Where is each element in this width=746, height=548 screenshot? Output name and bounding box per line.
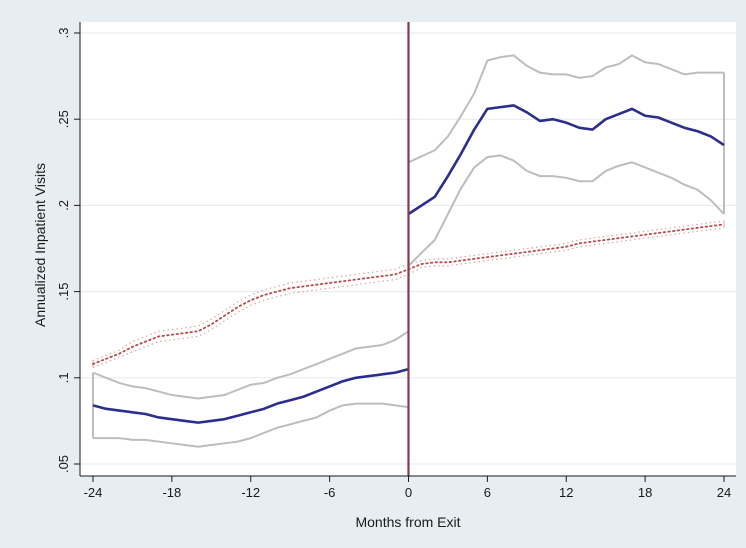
ci-low-line-0-post <box>407 154 725 267</box>
x-tick-label-0: -24 <box>84 485 103 500</box>
y-tick-label-3: .2 <box>56 200 71 211</box>
x-tick-label-1: -18 <box>162 485 181 500</box>
x-axis-title: Months from Exit <box>355 514 460 530</box>
x-tick-label-4: 0 <box>405 485 412 500</box>
series-line-0-post <box>407 104 725 216</box>
x-tick-label-2: -12 <box>241 485 260 500</box>
x-tick-label-3: -6 <box>324 485 336 500</box>
y-tick-label-2: .15 <box>56 283 71 301</box>
y-tick-label-4: .25 <box>56 110 71 128</box>
axes: .05 .1 .15 .2 .25 .3 -24 -18 -12 -6 0 6 12 18 24 <box>56 22 736 500</box>
x-tick-label-7: 18 <box>638 485 652 500</box>
y-tick-label-1: .1 <box>56 372 71 383</box>
ci-high-line-0-post <box>408 54 724 164</box>
ci-high-line-0-pre <box>92 330 410 400</box>
x-tick-label-6: 12 <box>559 485 573 500</box>
ci-low-line-0-pre <box>93 402 409 448</box>
x-tick-label-5: 6 <box>484 485 491 500</box>
x-tick-label-8: 24 <box>717 485 731 500</box>
y-tick-label-0: .05 <box>56 455 71 473</box>
y-axis-title: Annualized Inpatient Visits <box>32 163 48 327</box>
y-tick-label-5: .3 <box>56 28 71 39</box>
series-line-0-pre <box>92 367 409 424</box>
